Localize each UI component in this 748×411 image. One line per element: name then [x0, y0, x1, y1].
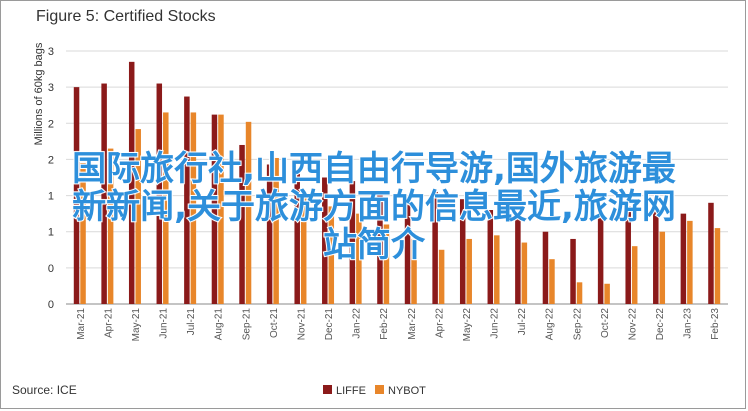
x-tick-label: Jan-23	[683, 308, 694, 339]
x-tick-label: Jul-21	[186, 308, 197, 336]
bar-nybot	[687, 220, 693, 304]
bar-nybot	[466, 238, 472, 304]
bar-liffe	[211, 114, 218, 305]
y-tick-label: 1	[48, 227, 54, 239]
bar-liffe	[597, 217, 604, 304]
legend: LIFFE NYBOT	[323, 385, 426, 397]
bar-liffe	[708, 202, 714, 304]
bar-liffe	[680, 213, 687, 304]
y-axis-label: Millions of 60kg bags	[33, 42, 45, 145]
bar-liffe	[432, 191, 438, 304]
bar-liffe	[73, 87, 80, 305]
bar-nybot	[107, 148, 114, 304]
y-tick-label: 0	[48, 299, 54, 311]
bar-liffe	[404, 195, 411, 304]
bar-nybot	[190, 112, 197, 304]
bar-nybot	[356, 213, 362, 304]
gridlines	[66, 50, 728, 305]
bar-liffe	[653, 210, 659, 304]
bar-liffe	[322, 177, 328, 304]
y-tick-label: 3	[48, 46, 54, 58]
x-tick-label: Sep-22	[572, 308, 583, 341]
bar-liffe	[542, 231, 549, 304]
y-axis-ticks: 0 0 1 1 2 2 3 3	[48, 46, 54, 311]
bar-liffe	[459, 199, 466, 304]
x-tick-label: May-21	[131, 308, 142, 342]
x-tick-label: Jun-22	[490, 308, 501, 339]
x-tick-label: Nov-22	[627, 308, 638, 341]
source-note: Source: ICE	[12, 383, 77, 397]
bar-nybot	[411, 238, 417, 304]
bar-liffe	[101, 83, 107, 305]
chart-title: Figure 5: Certified Stocks	[36, 8, 216, 25]
bar-nybot	[521, 242, 528, 304]
y-tick-label: 0	[48, 263, 54, 275]
x-tick-label: Mar-21	[76, 308, 87, 340]
x-tick-label: Feb-22	[379, 308, 390, 340]
bar-nybot	[273, 157, 279, 304]
bar-nybot	[714, 228, 721, 304]
x-tick-label: May-22	[462, 308, 473, 342]
x-tick-label: Mar-22	[407, 308, 418, 340]
bar-liffe	[625, 206, 631, 304]
bar-nybot	[245, 121, 252, 304]
legend-swatch-liffe	[323, 385, 332, 394]
y-tick-label: 2	[48, 118, 54, 130]
bar-liffe	[266, 164, 273, 304]
bar-nybot	[549, 259, 555, 304]
x-tick-label: Oct-22	[600, 308, 611, 338]
legend-swatch-nybot	[375, 385, 384, 394]
x-axis-ticks: Mar-21 Apr-21 May-21 Jun-21 Jul-21 Aug-21 Sep-…	[76, 308, 721, 342]
x-tick-label: Oct-21	[269, 308, 280, 338]
bar-liffe	[294, 173, 300, 304]
bar-nybot	[438, 249, 445, 304]
bar-nybot	[383, 224, 390, 304]
bar-nybot	[135, 129, 141, 304]
bar-liffe	[377, 191, 383, 304]
bar-nybot	[300, 195, 307, 304]
y-tick-label: 3	[48, 82, 54, 94]
bar-nybot	[631, 246, 638, 304]
bar-nybot	[80, 163, 86, 304]
bar-nybot	[494, 235, 500, 304]
bar-liffe	[515, 213, 521, 304]
bar-nybot	[328, 206, 335, 304]
bars	[73, 61, 721, 305]
x-tick-label: Jun-21	[159, 308, 170, 339]
bar-nybot	[576, 282, 583, 304]
x-tick-label: Apr-21	[103, 308, 114, 338]
bar-nybot	[659, 231, 666, 304]
bar-nybot	[604, 283, 610, 304]
y-tick-label: 1	[48, 191, 54, 203]
x-tick-label: Nov-21	[296, 308, 307, 341]
bar-liffe	[156, 83, 163, 305]
bar-liffe	[487, 210, 494, 304]
bar-nybot	[163, 112, 169, 304]
x-tick-label: Dec-21	[324, 308, 335, 341]
x-tick-label: Apr-22	[434, 308, 445, 338]
bar-liffe	[184, 96, 190, 304]
legend-label-nybot: NYBOT	[388, 385, 426, 397]
y-tick-label: 2	[48, 154, 54, 166]
bar-nybot	[218, 114, 224, 305]
x-tick-label: Feb-23	[710, 308, 721, 340]
bar-liffe	[128, 61, 135, 304]
bar-liffe	[239, 144, 245, 304]
x-tick-label: Dec-22	[655, 308, 666, 341]
bar-liffe	[349, 181, 356, 304]
x-tick-label: Aug-22	[545, 308, 556, 341]
x-tick-label: Jan-22	[352, 308, 363, 339]
x-tick-label: Sep-21	[241, 308, 252, 341]
legend-label-liffe: LIFFE	[336, 385, 366, 397]
bar-liffe	[570, 238, 576, 304]
x-tick-label: Jul-22	[517, 308, 528, 336]
x-tick-label: Aug-21	[214, 308, 225, 341]
